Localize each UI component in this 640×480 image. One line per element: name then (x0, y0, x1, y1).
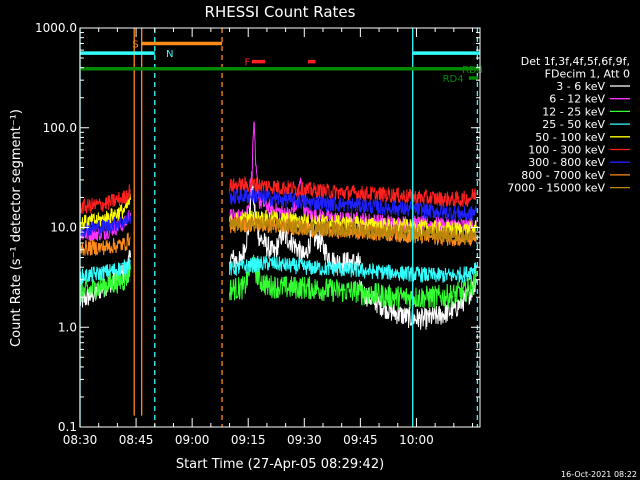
flag-label-S: S (132, 39, 138, 50)
legend-header-2: FDecim 1, Att 0 (545, 68, 630, 81)
x-tick-label-7: 10:00 (399, 433, 434, 447)
series-7-segment-1 (79, 211, 131, 238)
footer-timestamp: 16-Oct-2021 08:22 (561, 470, 637, 479)
series-3-segment-1 (79, 263, 131, 303)
flag-label-rd4: RD4 (443, 74, 464, 85)
x-axis-label: Start Time (27-Apr-05 08:29:42) (176, 457, 384, 472)
legend-header-1: Det 1f,3f,4f,5f,6f,9f, (521, 55, 630, 68)
series-8-segment-1 (79, 232, 131, 256)
series-6 (79, 175, 477, 214)
flag-label-N: N (166, 49, 173, 60)
legend: Det 1f,3f,4f,5f,6f,9f,FDecim 1, Att 03 -… (507, 55, 630, 195)
x-tick-label-4: 09:15 (231, 433, 266, 447)
y-tick-label-3: 10.0 (50, 221, 77, 235)
series-5-segment-1 (79, 193, 131, 232)
legend-entry-label-9: 7000 - 15000 keV (507, 182, 605, 195)
y-tick-label-4: 100.0 (43, 121, 77, 135)
x-tick-label-2: 08:45 (119, 433, 154, 447)
series-4-segment-1 (79, 257, 131, 287)
series-9-segment-1 (229, 215, 477, 245)
series-6-segment-2 (229, 175, 477, 208)
x-tick-label-6: 09:45 (343, 433, 378, 447)
y-tick-label-2: 1.0 (58, 320, 77, 334)
legend-entry-label-3: 12 - 25 keV (542, 105, 605, 118)
y-tick-label-5: 1000.0 (35, 21, 77, 35)
x-tick-label-1: 08:30 (63, 433, 98, 447)
series-2-segment-2 (229, 121, 477, 234)
series-6-segment-1 (79, 184, 131, 214)
series-7-segment-2 (229, 187, 477, 222)
legend-entry-label-7: 300 - 800 keV (528, 156, 605, 169)
series-7 (79, 187, 477, 238)
series-4-segment-2 (229, 255, 477, 284)
flag-label-F: F (244, 58, 250, 69)
series-4 (79, 255, 477, 287)
series-3-segment-3 (359, 267, 477, 310)
legend-entry-label-1: 3 - 6 keV (556, 80, 605, 93)
legend-entry-label-6: 100 - 300 keV (528, 144, 605, 157)
axes-layer: 0.1 1.0 10.0 100.0 1000.0 08:30 08:45 09:00 09:1… (35, 21, 481, 447)
y-tick-label-1: 0.1 (58, 420, 77, 434)
x-tick-label-3: 09:00 (175, 433, 210, 447)
legend-entry-label-2: 6 - 12 keV (549, 93, 605, 106)
y-axis-label: Count Rate (s⁻¹ detector segment⁻¹) (9, 109, 24, 347)
legend-entry-label-4: 25 - 50 keV (542, 118, 605, 131)
legend-entry-label-5: 50 - 100 keV (535, 131, 605, 144)
data-layer (79, 121, 477, 330)
chart-title: RHESSI Count Rates (205, 3, 356, 21)
series-9 (229, 215, 477, 245)
legend-entry-label-8: 800 - 7000 keV (521, 169, 605, 182)
x-tick-label-5: 09:30 (287, 433, 322, 447)
flag-label-rd8: RD8 (462, 65, 483, 76)
